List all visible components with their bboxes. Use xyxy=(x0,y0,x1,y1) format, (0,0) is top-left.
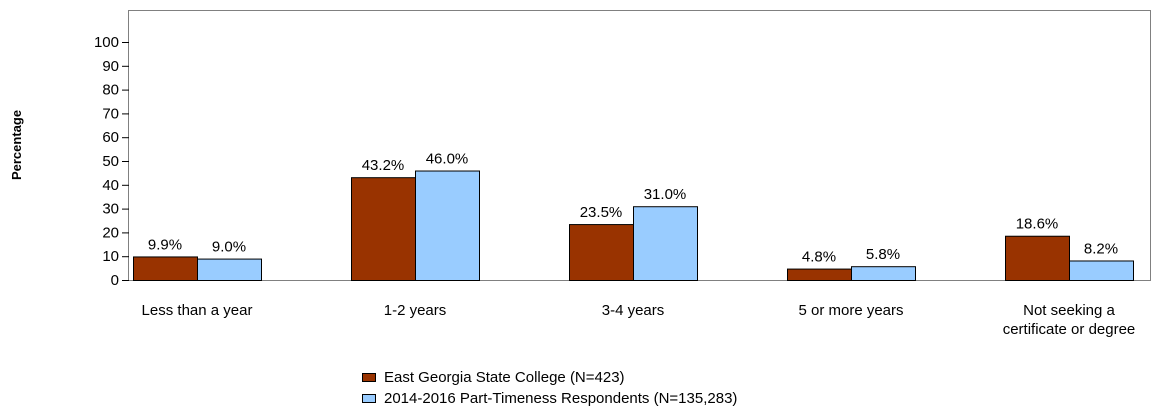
y-tick-label: 30 xyxy=(102,201,119,218)
bar-series-2-3 xyxy=(633,206,698,281)
bar-series-2-4 xyxy=(851,266,916,282)
y-tick-label: 10 xyxy=(102,248,119,265)
data-label: 46.0% xyxy=(426,151,469,168)
bars-layer xyxy=(133,170,1134,282)
x-tick-labels-layer: Less than a year 1-2 years 3-4 years 5 or m… xyxy=(142,302,1136,338)
bar-series-1-5 xyxy=(1005,235,1070,281)
y-tick-label: 40 xyxy=(102,177,119,194)
data-label: 23.5% xyxy=(580,204,623,221)
x-tick-label: Not seeking a xyxy=(1023,302,1115,319)
legend-label-series-1: East Georgia State College (N=423) xyxy=(384,369,625,386)
x-tick-label: Less than a year xyxy=(142,302,253,319)
x-tick-label: 3-4 years xyxy=(602,302,665,319)
legend-swatch-series-1 xyxy=(362,373,376,382)
axis-layer: 0 10 20 30 40 50 60 70 80 90 100 xyxy=(94,34,129,289)
y-tick-label: 90 xyxy=(102,58,119,75)
legend-item-series-1: East Georgia State College (N=423) xyxy=(362,367,737,388)
bar-series-2-1 xyxy=(197,258,262,281)
y-axis-label: Percentage xyxy=(9,110,24,180)
legend-label-series-2: 2014-2016 Part-Timeness Respondents (N=1… xyxy=(384,390,738,407)
y-tick-label: 70 xyxy=(102,105,119,122)
legend-swatch-series-2 xyxy=(362,394,376,403)
data-label: 18.6% xyxy=(1016,216,1059,233)
bar-series-1-2 xyxy=(351,177,416,282)
data-label: 5.8% xyxy=(866,246,900,263)
legend-item-series-2: 2014-2016 Part-Timeness Respondents (N=1… xyxy=(362,388,737,409)
legend: East Georgia State College (N=423) 2014-… xyxy=(362,367,737,409)
data-label: 4.8% xyxy=(802,249,836,266)
y-tick-label: 20 xyxy=(102,224,119,241)
y-tick-label: 80 xyxy=(102,82,119,99)
bar-series-1-3 xyxy=(569,224,634,282)
data-label: 43.2% xyxy=(362,157,405,174)
y-tick-label: 60 xyxy=(102,129,119,146)
bar-series-2-5 xyxy=(1069,260,1134,282)
data-labels-layer: 9.9% 43.2% 23.5% 4.8% 18.6% 9.0% 46.0% 31.0% 5.8… xyxy=(148,151,1118,266)
data-label: 9.9% xyxy=(148,236,182,253)
y-tick-label: 50 xyxy=(102,153,119,170)
x-tick-label: 1-2 years xyxy=(384,302,447,319)
bar-series-1-1 xyxy=(133,256,198,281)
x-tick-label: 5 or more years xyxy=(798,302,903,319)
bar-series-1-4 xyxy=(787,268,852,281)
y-tick-label: 0 xyxy=(111,272,119,289)
y-tick-label: 100 xyxy=(94,34,119,51)
data-label: 9.0% xyxy=(212,239,246,256)
data-label: 31.0% xyxy=(644,186,687,203)
bar-chart: Percentage 0 10 20 30 40 50 60 70 80 90 100 9.9% 43… xyxy=(9,10,1151,338)
data-label: 8.2% xyxy=(1084,240,1118,257)
x-tick-label: certificate or degree xyxy=(1003,321,1136,338)
bar-series-2-2 xyxy=(415,170,480,282)
